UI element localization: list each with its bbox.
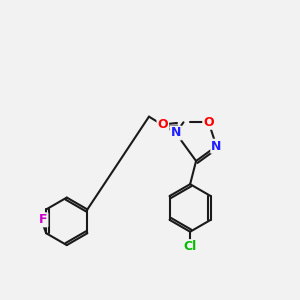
Text: F: F <box>39 213 47 226</box>
Text: Cl: Cl <box>184 240 197 253</box>
Text: O: O <box>203 116 214 129</box>
Text: N: N <box>170 127 181 140</box>
Text: N: N <box>211 140 222 153</box>
Text: O: O <box>158 118 168 131</box>
